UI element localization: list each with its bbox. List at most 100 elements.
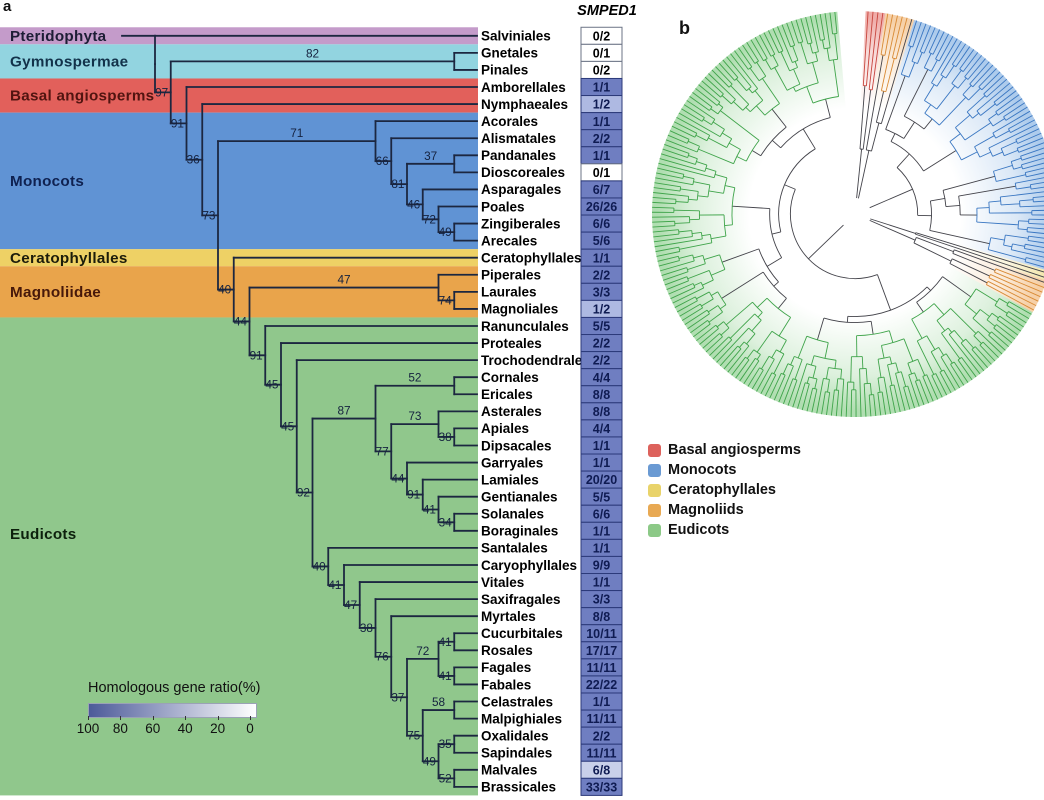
circular-branch-arc <box>715 324 719 329</box>
circular-branch-arc <box>691 230 693 237</box>
circular-branch-arc <box>890 141 924 172</box>
gene-ratio-value: 11/11 <box>587 712 617 726</box>
circular-branch <box>895 373 906 411</box>
circular-branch <box>936 320 946 332</box>
circular-branch <box>779 340 787 353</box>
circular-branch <box>919 25 931 52</box>
legend-swatch-eudicots <box>648 523 661 537</box>
circular-branch <box>810 355 815 366</box>
taxon-label: Saxifragales <box>481 592 561 607</box>
circular-branch <box>871 122 880 152</box>
circular-branch-arc <box>692 283 696 288</box>
circular-branch-arc <box>753 349 761 355</box>
circular-branch <box>777 298 787 309</box>
circular-branch <box>929 230 990 245</box>
circular-branch-arc <box>971 346 976 350</box>
circular-branch <box>840 369 843 380</box>
circular-branch-arc <box>892 57 897 60</box>
circular-branch <box>712 339 733 360</box>
circular-branch-arc <box>994 268 997 273</box>
circular-branch <box>952 253 996 271</box>
circular-branch <box>754 36 768 59</box>
circular-branch <box>816 317 825 340</box>
circular-branch <box>704 76 724 95</box>
circular-branch <box>850 389 853 417</box>
circular-branch-arc <box>762 271 787 299</box>
bootstrap-value: 97 <box>155 85 168 99</box>
circular-branch <box>688 198 698 201</box>
taxon-label: Garryales <box>481 455 543 470</box>
circular-branch <box>959 49 975 70</box>
circular-branch <box>658 260 680 267</box>
gene-ratio-value: 1/1 <box>593 439 610 453</box>
taxon-label: Dioscoreales <box>481 165 565 180</box>
bootstrap-value: 76 <box>376 650 390 664</box>
circular-branch <box>827 379 830 393</box>
circular-branch <box>756 105 766 116</box>
circular-branch <box>756 297 768 308</box>
circular-branch <box>684 309 708 326</box>
circular-branch <box>881 391 887 415</box>
legend-swatch-monocots <box>648 463 661 477</box>
circular-branch <box>938 347 945 356</box>
circular-branch <box>835 390 840 417</box>
circular-branch-arc <box>742 104 750 111</box>
circular-branch <box>792 363 808 408</box>
circular-branch <box>972 112 980 119</box>
circular-branch <box>1026 231 1044 234</box>
bootstrap-value: 41 <box>439 669 452 683</box>
circular-branch <box>809 15 819 52</box>
circular-branch <box>908 20 918 46</box>
circular-branch <box>652 220 675 223</box>
circular-branch <box>967 58 986 80</box>
circular-branch <box>850 356 852 383</box>
circular-branch <box>880 13 889 55</box>
circular-branch <box>780 51 791 72</box>
bootstrap-value: 49 <box>423 754 436 768</box>
bootstrap-value: 49 <box>439 225 452 239</box>
circular-branch-arc <box>916 276 943 303</box>
taxon-label: Boraginales <box>481 524 558 539</box>
circular-branch <box>759 34 772 57</box>
circular-branch <box>870 321 874 335</box>
gene-ratio-value: 10/11 <box>586 627 617 641</box>
circular-branch <box>693 323 711 338</box>
circular-branch <box>980 103 996 116</box>
circular-branch <box>908 62 916 78</box>
gene-ratio-value: 8/8 <box>593 388 610 402</box>
bootstrap-value: 38 <box>360 621 374 635</box>
circular-branch <box>806 86 814 104</box>
circular-branch <box>1021 157 1044 166</box>
circular-branch <box>793 68 801 85</box>
circular-branch <box>693 254 704 259</box>
bootstrap-value: 47 <box>344 598 357 612</box>
circular-branch <box>766 257 782 267</box>
circular-branch <box>995 130 1010 139</box>
bootstrap-value: 44 <box>234 314 248 328</box>
taxon-label: Ceratophyllales <box>481 251 582 266</box>
circular-branch <box>748 88 753 94</box>
circular-branch <box>674 296 696 308</box>
circular-branch <box>809 43 814 54</box>
circular-branch <box>756 359 775 392</box>
circular-branch <box>692 231 702 234</box>
circular-branch <box>698 148 734 165</box>
colorbar: Homologous gene ratio(%) 100 80 60 40 20… <box>77 680 278 742</box>
circular-root-branch <box>857 150 870 199</box>
circular-branch <box>940 356 961 389</box>
circular-branch <box>924 104 932 114</box>
legend-item: Basal angiosperms <box>648 440 801 460</box>
circular-branch <box>1018 142 1044 153</box>
gene-ratio-value: 11/11 <box>587 746 617 760</box>
circular-branch <box>722 59 739 78</box>
circular-branch <box>735 78 747 91</box>
taxon-label: Sapindales <box>481 746 552 761</box>
gene-ratio-value: 6/8 <box>593 763 610 777</box>
circular-branch <box>992 110 1031 134</box>
circular-branch <box>947 327 953 333</box>
circular-branch <box>974 346 992 365</box>
circular-branch <box>652 225 675 228</box>
circular-branch <box>955 46 971 68</box>
circular-branch <box>931 375 943 398</box>
circular-branch <box>924 84 935 101</box>
